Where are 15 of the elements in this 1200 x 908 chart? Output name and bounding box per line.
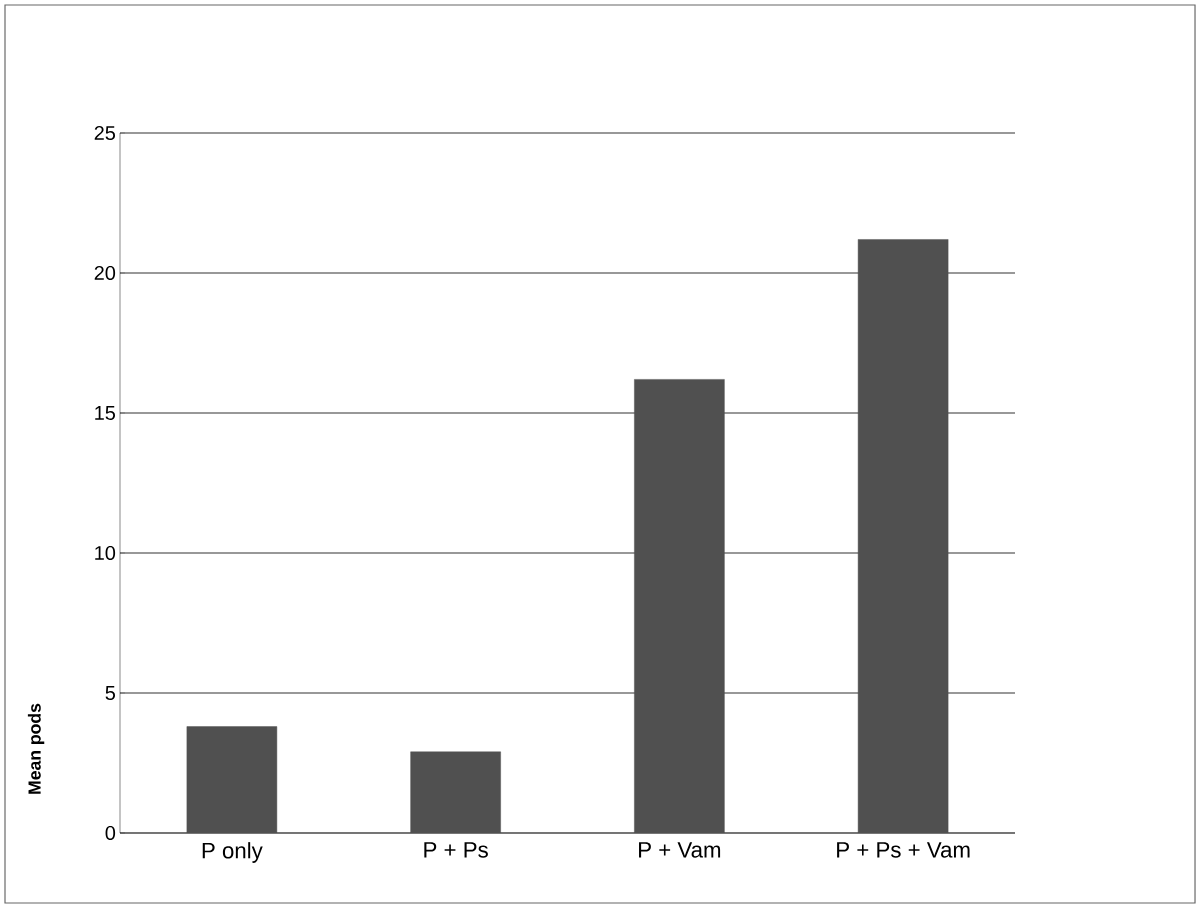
y-tick-label: 25 (94, 125, 116, 141)
x-tick-label: P + Ps (424, 842, 488, 858)
bar (857, 239, 949, 833)
y-tick-label: 15 (95, 406, 116, 420)
bar (410, 751, 501, 833)
x-tick-label: P + Vam (639, 842, 721, 858)
y-tick-label: 20 (94, 265, 116, 281)
y-tick-label: 0 (105, 825, 116, 841)
y-tick-label: 5 (105, 686, 116, 700)
y-axis-title: Mean pods (27, 703, 45, 794)
bar (634, 379, 725, 833)
y-tick-label: 10 (95, 545, 116, 561)
x-tick-label: P only (202, 842, 263, 863)
x-tick-label: P + Ps + Vam (837, 842, 970, 858)
bar (186, 726, 278, 833)
